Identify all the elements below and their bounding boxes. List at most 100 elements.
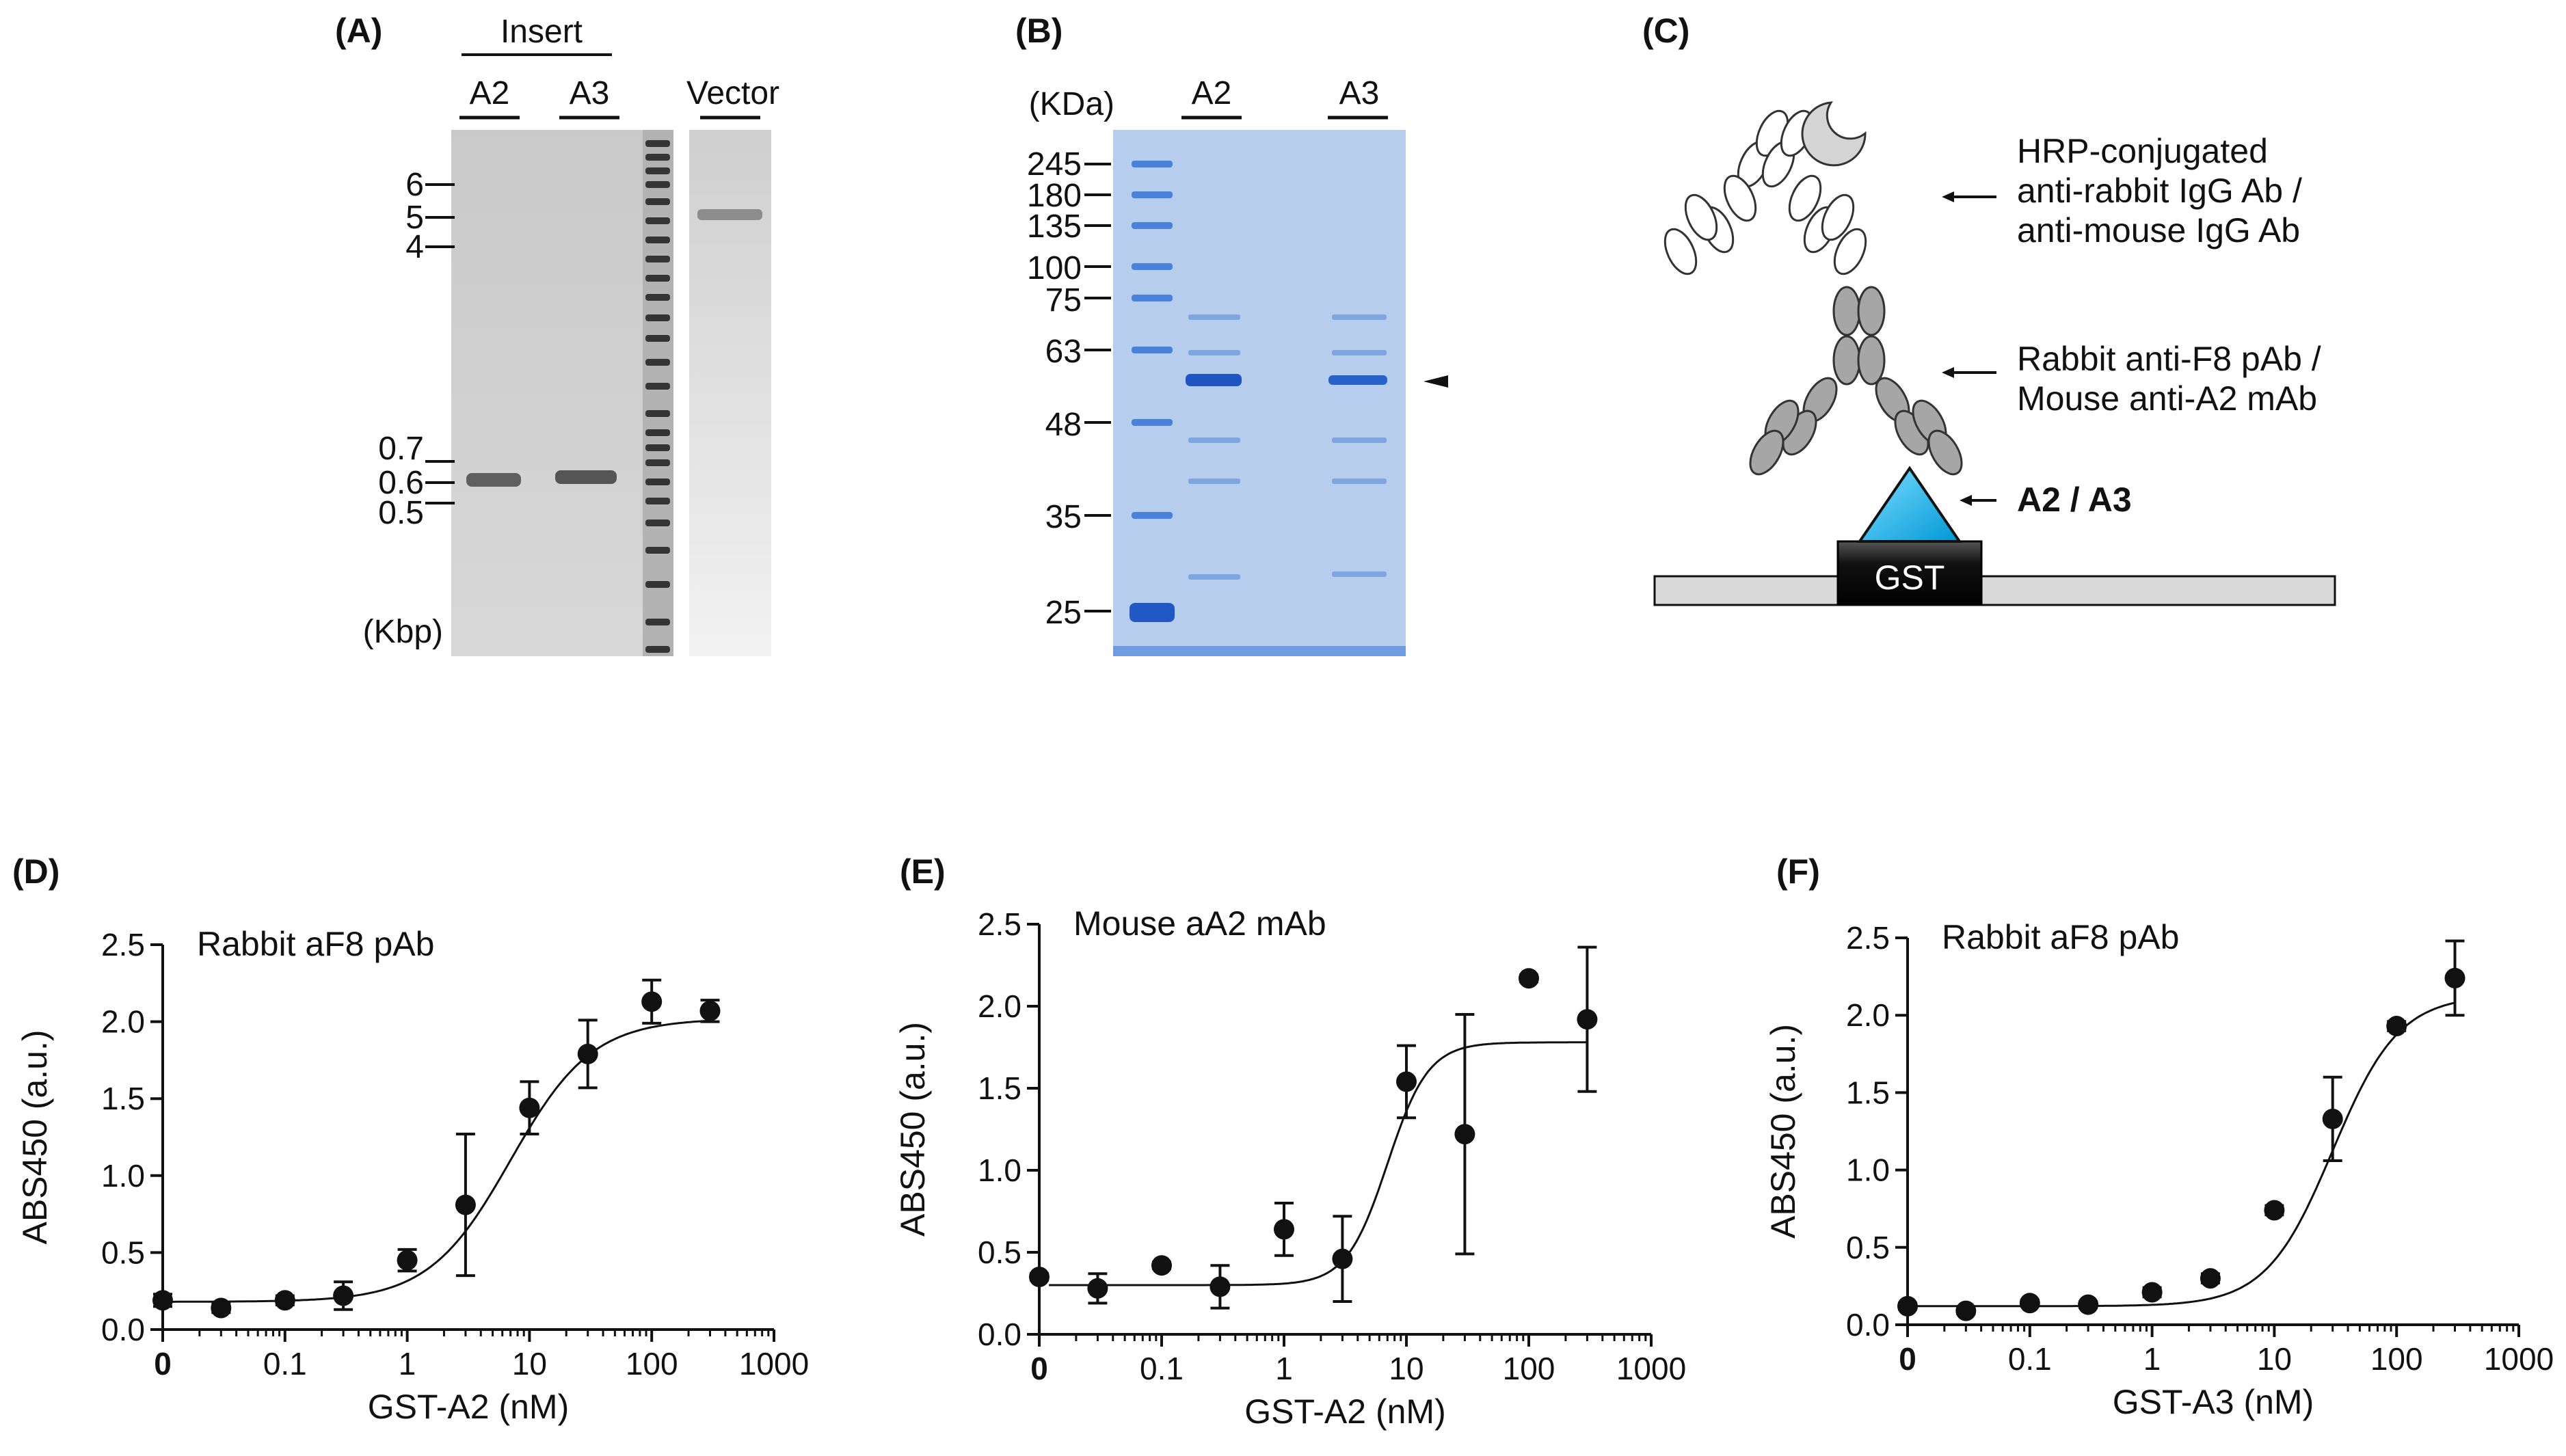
x-tick-label: 100 xyxy=(1503,1351,1555,1386)
y-axis-label: ABS450 (a.u.) xyxy=(16,1029,54,1244)
sds-lane-a2-label: A2 xyxy=(1192,75,1232,111)
ladder-band xyxy=(645,237,670,243)
ladder-band xyxy=(645,359,670,366)
data-point xyxy=(1396,1071,1417,1092)
y-tick-label: 1.0 xyxy=(978,1152,1021,1188)
hrp-enzyme xyxy=(1801,101,1867,167)
data-point xyxy=(1029,1267,1050,1287)
ladder-band xyxy=(645,314,670,321)
data-point xyxy=(1210,1276,1231,1297)
chart-d: 0.0 0.5 1.0 1.5 2.0 2.5 0 0.1 1 10 100 1000 GST-A2 (… xyxy=(16,925,809,1426)
data-point xyxy=(152,1290,173,1311)
data-point xyxy=(577,1043,598,1064)
faint-band xyxy=(1188,437,1240,443)
ladder-band xyxy=(645,547,670,554)
x-tick-label: 1000 xyxy=(2484,1341,2554,1377)
ladder-band xyxy=(645,383,670,390)
ladder-band xyxy=(645,256,670,262)
ladder-band xyxy=(1132,419,1173,426)
chart-e: 0.0 0.5 1.0 1.5 2.0 2.5 0 0.1 1 10 100 1000 GST-A2 (… xyxy=(894,904,1686,1431)
band-a3-target xyxy=(1328,375,1387,385)
faint-band xyxy=(1332,571,1387,577)
x-axis-label: GST-A2 (nM) xyxy=(1244,1392,1445,1431)
ladder-band xyxy=(1132,191,1173,198)
data-point xyxy=(2264,1200,2285,1221)
ladder-band xyxy=(645,275,670,282)
ladder-band xyxy=(645,198,670,205)
data-point xyxy=(2019,1293,2040,1314)
x-tick-label: 100 xyxy=(626,1346,678,1381)
agarose-gel-vector xyxy=(689,130,771,656)
ladder-band xyxy=(645,520,670,526)
data-point xyxy=(1897,1295,1918,1317)
y-tick-label: 2.0 xyxy=(978,988,1021,1024)
data-point xyxy=(1332,1248,1353,1269)
panel-d: (D) 0.0 0.5 1.0 1.5 2.0 2.5 0 0.1 1 10 100 1000 GST-… xyxy=(12,852,809,1426)
data-point xyxy=(519,1097,540,1118)
data-point xyxy=(333,1285,354,1306)
agarose-gel-insert xyxy=(451,130,673,656)
x-tick-label: 1000 xyxy=(739,1346,809,1381)
panel-e-label: (E) xyxy=(900,852,946,891)
y-axis-label: ABS450 (a.u.) xyxy=(1764,1024,1802,1239)
fit-curve xyxy=(1917,1001,2455,1308)
data-point xyxy=(2200,1268,2221,1289)
ladder-band xyxy=(1132,161,1173,167)
secondary-ab-line3: anti-mouse IgG Ab xyxy=(2017,211,2300,250)
marker-5kbp: 5 xyxy=(405,200,424,236)
marker-180kda: 180 xyxy=(1027,178,1082,214)
data-point xyxy=(2386,1016,2407,1037)
panel-e: (E) 0.0 0.5 1.0 1.5 2.0 2.5 0 0.1 1 10 100 1000 GST-… xyxy=(894,852,1686,1431)
ladder-band xyxy=(645,581,670,588)
y-axis-label: ABS450 (a.u.) xyxy=(894,1022,932,1237)
marker-25kda: 25 xyxy=(1045,595,1082,631)
faint-band xyxy=(1188,314,1240,320)
secondary-antibody xyxy=(1663,109,1867,275)
ladder-band xyxy=(645,181,670,188)
marker-245kda: 245 xyxy=(1027,146,1082,183)
data-point xyxy=(2078,1294,2099,1315)
antibody-annotation: Mouse aA2 mAb xyxy=(1073,904,1326,943)
marker-48kda: 48 xyxy=(1045,407,1082,443)
x-tick-label: 0.1 xyxy=(1140,1351,1184,1386)
target-band-arrowhead xyxy=(1424,375,1448,388)
ladder-band xyxy=(645,335,670,342)
lane-a3-label: A3 xyxy=(570,75,610,111)
data-point xyxy=(211,1297,232,1319)
band-a3-insert xyxy=(555,470,617,484)
x-tick-label: 0 xyxy=(154,1346,172,1381)
band-a2-insert xyxy=(466,473,521,487)
y-tick-label: 0.5 xyxy=(1846,1230,1890,1265)
panel-b: (B) (KDa) A2 A3 245 180 135 100 75 63 48… xyxy=(1015,12,1448,656)
panel-c: (C) GST xyxy=(1642,12,2336,606)
y-tick-label: 0.0 xyxy=(1846,1307,1890,1343)
gst-tag xyxy=(1836,540,1983,606)
dye-front xyxy=(1113,646,1406,656)
primary-ab-annotation: Rabbit anti-F8 pAb / Mouse anti-A2 mAb xyxy=(1942,340,2321,418)
y-tick-label: 1.5 xyxy=(101,1081,145,1116)
primary-antibody xyxy=(1749,286,1963,476)
faint-band xyxy=(1332,478,1387,484)
marker-6kbp: 6 xyxy=(405,167,424,203)
kda-unit: (KDa) xyxy=(1029,86,1114,122)
panel-f-label: (F) xyxy=(1776,852,1820,891)
marker-135kda: 135 xyxy=(1027,208,1082,245)
panel-d-label: (D) xyxy=(12,852,59,891)
y-tick-label: 1.0 xyxy=(101,1158,145,1194)
kbp-unit: (Kbp) xyxy=(363,614,443,650)
faint-band xyxy=(1332,314,1387,320)
marker-100kda: 100 xyxy=(1027,250,1082,286)
ladder-band xyxy=(645,167,670,174)
panel-b-marker-ticks xyxy=(1084,163,1111,612)
insert-label: Insert xyxy=(500,14,583,50)
y-tick-label: 1.0 xyxy=(1846,1152,1890,1188)
x-tick-label: 10 xyxy=(512,1346,547,1381)
y-tick-label: 0.0 xyxy=(101,1312,145,1347)
marker-63kda: 63 xyxy=(1045,334,1082,370)
antigen-annotation: A2 / A3 xyxy=(1960,481,2132,519)
x-tick-label: 0 xyxy=(1030,1351,1048,1386)
y-tick-label: 2.5 xyxy=(978,906,1021,942)
panel-c-label: (C) xyxy=(1642,12,1689,50)
marker-4kbp: 4 xyxy=(405,229,424,265)
